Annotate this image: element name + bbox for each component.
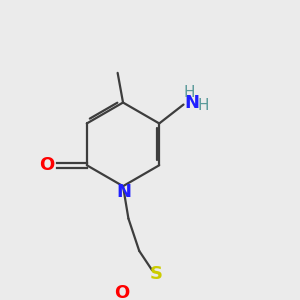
- Text: O: O: [39, 156, 55, 174]
- Text: N: N: [117, 183, 132, 201]
- Text: O: O: [114, 284, 129, 300]
- Text: H: H: [198, 98, 209, 113]
- Text: S: S: [150, 265, 163, 283]
- Text: N: N: [184, 94, 199, 112]
- Text: H: H: [183, 85, 195, 100]
